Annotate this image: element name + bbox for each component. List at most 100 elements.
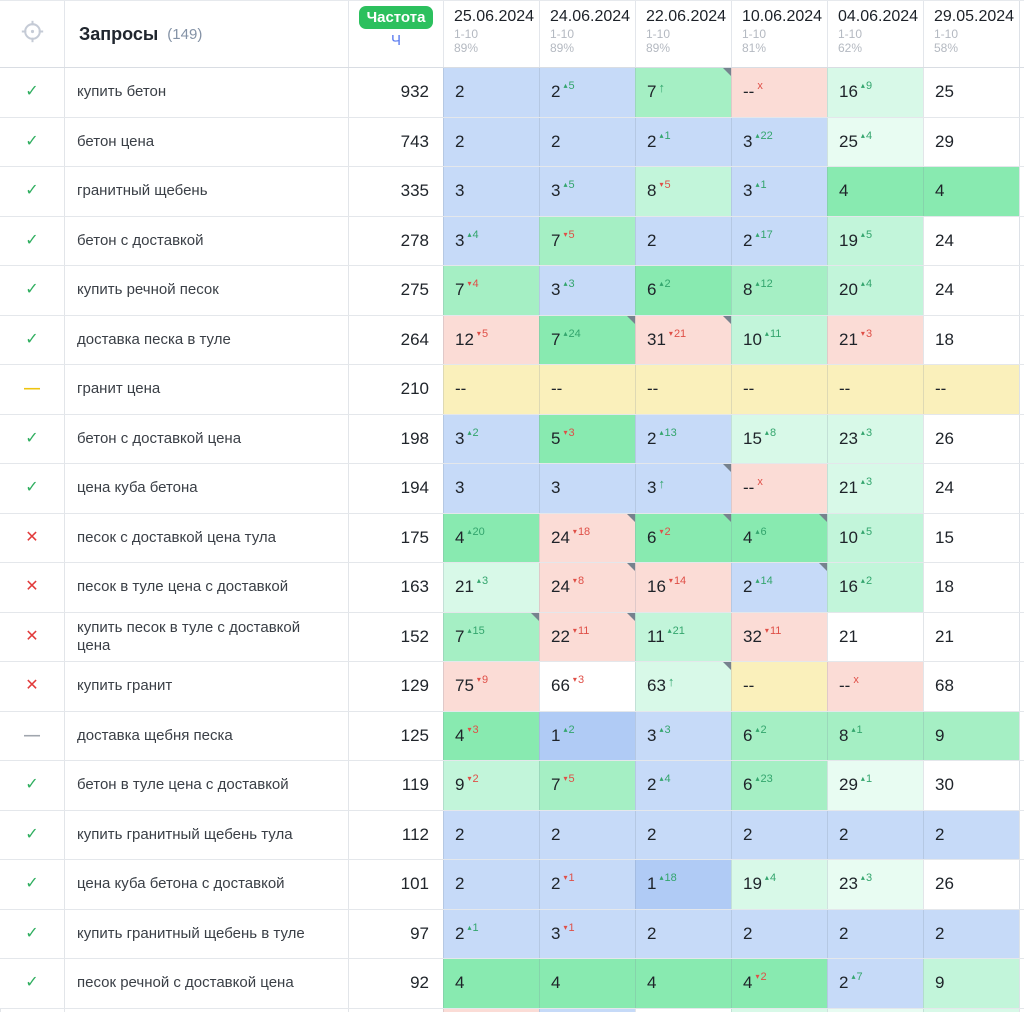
position-cell[interactable]: 4 [827, 167, 923, 216]
position-cell[interactable]: 9 ▾2 [443, 761, 539, 810]
position-cell[interactable]: 7 ▾5 [539, 216, 635, 265]
table-row[interactable]: ✕ купить гранит 129 75 ▾9 66 ▾3 63 ↑ -- -- x 68 [0, 662, 1024, 712]
query-cell[interactable]: гранит цена [64, 365, 348, 414]
position-cell[interactable]: 24 [923, 266, 1019, 315]
position-cell[interactable]: 9 [923, 959, 1019, 1008]
position-cell[interactable]: 7 ▴15 [443, 612, 539, 661]
position-cell[interactable]: 66 ▾3 [539, 662, 635, 711]
position-cell[interactable]: 30 [923, 761, 1019, 810]
position-cell[interactable]: 2 [635, 216, 731, 265]
position-cell[interactable]: 21 ▾3 [827, 315, 923, 364]
position-cell[interactable]: 4 [923, 167, 1019, 216]
table-row[interactable]: ✕ песок с доставкой цена тула 175 4 ▴20 24 ▾18… [0, 513, 1024, 563]
position-cell[interactable]: 9 [923, 711, 1019, 760]
position-cell[interactable]: 2 [923, 810, 1019, 859]
query-cell[interactable]: купить гранит [64, 662, 348, 711]
table-row[interactable]: ✓ купить бетон 932 2 2 ▴5 7 ↑ -- x 16 ▴9 25 [0, 68, 1024, 118]
table-row[interactable]: ✕ купить песок в туле с доставкой цена 152… [0, 612, 1024, 662]
position-cell[interactable]: 24 ▾18 [539, 513, 635, 562]
query-cell[interactable]: бетон с доставкой [64, 216, 348, 265]
position-cell[interactable]: 3 [539, 464, 635, 513]
position-cell[interactable]: 7 ▴24 [539, 315, 635, 364]
position-cell[interactable]: 3 ▴3 [539, 266, 635, 315]
query-cell[interactable]: цена куба бетона [64, 464, 348, 513]
position-cell[interactable]: -- [443, 365, 539, 414]
position-cell[interactable]: 2 [827, 810, 923, 859]
date-column-header[interactable]: 04.06.2024 1-10 62% [827, 1, 923, 67]
table-row[interactable]: ✓ цена куба бетона с доставкой 101 2 2 ▾1 1 ▴18… [0, 860, 1024, 910]
position-cell[interactable]: 3 ▾1 [539, 909, 635, 958]
position-cell[interactable]: 22 ▾11 [539, 612, 635, 661]
position-cell[interactable]: 3 ▴4 [443, 216, 539, 265]
position-cell[interactable]: 24 [923, 464, 1019, 513]
position-cell[interactable]: 2 [923, 909, 1019, 958]
position-cell[interactable]: 21 ▴3 [827, 464, 923, 513]
position-cell[interactable]: 16 ▾14 [635, 563, 731, 612]
position-cell[interactable]: 20 ▴4 [827, 266, 923, 315]
position-cell[interactable]: 3 ▴2 [443, 414, 539, 463]
position-cell[interactable]: 31 ▾21 [635, 315, 731, 364]
position-cell[interactable]: -- [539, 365, 635, 414]
table-row[interactable]: ✓ купить речной песок 275 7 ▾4 3 ▴3 6 ▴2 8 ▴12 20 ▴4… [0, 266, 1024, 316]
position-cell[interactable]: 16 ▴2 [827, 563, 923, 612]
table-row[interactable]: ✓ гранитный щебень 335 3 3 ▴5 8 ▾5 3 ▴1 4 4 [0, 167, 1024, 217]
query-cell[interactable]: песок с доставкой цена тула [64, 513, 348, 562]
position-cell[interactable]: 25 [923, 68, 1019, 117]
table-row[interactable]: ✓ бетон с доставкой цена 198 3 ▴2 5 ▾3 2 ▴13 15 ▴8… [0, 414, 1024, 464]
position-cell[interactable]: 2 ▴1 [443, 909, 539, 958]
query-cell[interactable]: цена куба бетона с доставкой [64, 860, 348, 909]
position-cell[interactable]: 21 [923, 612, 1019, 661]
position-cell[interactable]: 15 [923, 513, 1019, 562]
position-cell[interactable]: 2 ▴1 [635, 117, 731, 166]
position-cell[interactable]: 16 ▴9 [827, 68, 923, 117]
query-cell[interactable]: доставка щебня песка [64, 711, 348, 760]
query-cell[interactable]: гранитный щебень [64, 167, 348, 216]
position-cell[interactable]: 7 ▾4 [443, 266, 539, 315]
query-cell[interactable]: бетон с доставкой цена [64, 414, 348, 463]
position-cell[interactable]: 5 ▾3 [539, 414, 635, 463]
position-cell[interactable]: 2 [443, 810, 539, 859]
position-cell[interactable]: 24 ▾8 [539, 563, 635, 612]
date-column-header[interactable]: 29.05.2024 1-10 58% [923, 1, 1019, 67]
position-cell[interactable]: 2 [539, 117, 635, 166]
query-cell[interactable]: купить речной песок [64, 266, 348, 315]
position-cell[interactable]: 8 ▾5 [635, 167, 731, 216]
position-cell[interactable]: 6 ▴2 [731, 711, 827, 760]
position-cell[interactable]: 2 ▴4 [635, 761, 731, 810]
date-column-header[interactable]: 24.06.2024 1-10 89% [539, 1, 635, 67]
position-cell[interactable]: 6 ▴2 [635, 266, 731, 315]
table-row[interactable]: ✓ купить гранитный щебень тула 112 2 2 2 2 2 2 [0, 810, 1024, 860]
position-cell[interactable]: 12 ▾5 [443, 315, 539, 364]
position-cell[interactable]: 3 [443, 464, 539, 513]
position-cell[interactable]: -- x [731, 464, 827, 513]
position-cell[interactable]: 25 ▴4 [827, 117, 923, 166]
position-cell[interactable]: 75 ▾9 [443, 662, 539, 711]
position-cell[interactable]: 1 ▴2 [539, 711, 635, 760]
position-cell[interactable]: 63 ↑ [635, 662, 731, 711]
position-cell[interactable]: 68 [923, 662, 1019, 711]
position-cell[interactable]: 19 ▴5 [827, 216, 923, 265]
position-cell[interactable]: 21 ▴3 [443, 563, 539, 612]
position-cell[interactable]: 4 [539, 959, 635, 1008]
position-cell[interactable]: 11 ▴21 [635, 612, 731, 661]
position-cell[interactable]: 3 ▴1 [731, 167, 827, 216]
position-cell[interactable]: 4 ▴20 [443, 513, 539, 562]
table-row[interactable]: ✓ бетон в туле цена с доставкой 119 9 ▾2 7 ▾5 2… [0, 761, 1024, 811]
position-cell[interactable]: 29 ▴1 [827, 761, 923, 810]
position-cell[interactable]: 2 [443, 68, 539, 117]
query-cell[interactable]: купить гранитный щебень в туле [64, 909, 348, 958]
position-cell[interactable]: 2 [827, 909, 923, 958]
position-cell[interactable]: 2 ▴13 [635, 414, 731, 463]
position-cell[interactable]: 2 [731, 909, 827, 958]
position-cell[interactable]: -- [635, 365, 731, 414]
table-row[interactable]: ✓ цена куба бетона 194 3 3 3 ↑ -- x 21 ▴3 24 [0, 464, 1024, 514]
table-row[interactable]: ✓ бетон с доставкой 278 3 ▴4 7 ▾5 2 2 ▴17 19 ▴5 24 [0, 216, 1024, 266]
date-column-header[interactable]: 25.06.2024 1-10 89% [443, 1, 539, 67]
position-cell[interactable]: 8 ▴1 [827, 711, 923, 760]
position-cell[interactable]: 32 ▾11 [731, 612, 827, 661]
position-cell[interactable]: 3 ▴5 [539, 167, 635, 216]
position-cell[interactable]: 2 ▴14 [731, 563, 827, 612]
position-cell[interactable]: 18 [923, 563, 1019, 612]
query-cell[interactable]: бетон в туле цена с доставкой [64, 761, 348, 810]
position-cell[interactable]: 2 ▴5 [539, 68, 635, 117]
